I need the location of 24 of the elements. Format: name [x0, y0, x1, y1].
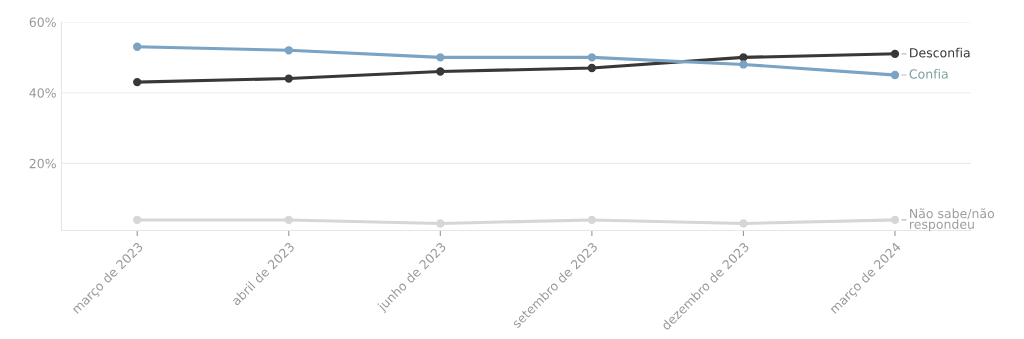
point — [284, 74, 293, 83]
y-tick-label: 20% — [29, 158, 56, 169]
point — [436, 219, 445, 228]
point — [436, 53, 445, 62]
point — [739, 60, 748, 69]
series-label: Não sabe/não respondeu — [910, 208, 995, 232]
y-tick-label: 40% — [29, 88, 56, 98]
point — [890, 215, 900, 225]
point — [133, 77, 142, 87]
point — [284, 215, 293, 225]
series-label: Desconfia — [910, 47, 970, 58]
y-tick-label: 60% — [29, 17, 56, 27]
point — [133, 215, 142, 225]
point — [739, 53, 748, 62]
point — [890, 49, 900, 59]
point — [739, 219, 748, 228]
series-label: Confia — [909, 68, 948, 79]
point — [587, 53, 597, 62]
point — [587, 63, 597, 73]
point — [890, 70, 900, 80]
point — [284, 46, 293, 55]
point — [587, 215, 597, 225]
point — [133, 42, 142, 51]
point — [436, 67, 445, 76]
